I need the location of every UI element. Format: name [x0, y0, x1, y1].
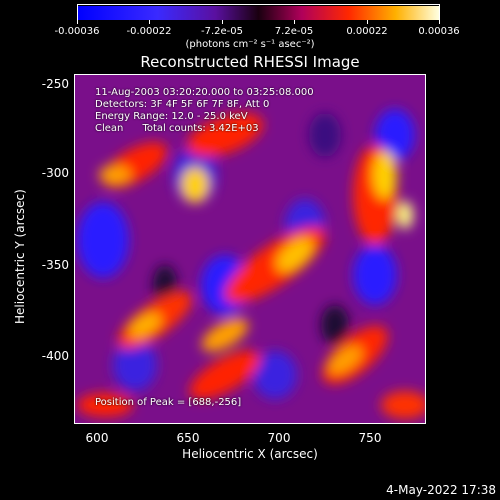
y-tick-label: -400	[41, 349, 69, 363]
colorbar-tick: 7.2e-05	[274, 26, 314, 37]
colorbar	[77, 4, 440, 20]
colorbar-units: (photons cm⁻² s⁻¹ asec⁻²)	[185, 39, 315, 50]
energy-range: Energy Range: 12.0 - 25.0 keV	[95, 111, 248, 122]
colorbar-tick: -7.2e-05	[201, 26, 243, 37]
time-range: 11-Aug-2003 03:20:20.000 to 03:25:08.000	[95, 87, 314, 98]
peak-position: Position of Peak = [688,-256]	[95, 397, 242, 408]
y-tick-label: -250	[41, 77, 69, 91]
colorbar-tick: -0.00036	[54, 26, 100, 37]
plot-title: Reconstructed RHESSI Image	[140, 53, 360, 71]
x-tick-label: 750	[358, 431, 382, 445]
x-tick-label: 700	[267, 431, 291, 445]
x-tick-label: 600	[85, 431, 109, 445]
clean-total-counts: Clean Total counts: 3.42E+03	[95, 123, 259, 134]
date-stamp: 4-May-2022 17:38	[386, 483, 496, 497]
colorbar-tick: 0.00022	[346, 26, 388, 37]
colorbar-tick: -0.00022	[126, 26, 172, 37]
rhessi-image: 11-Aug-2003 03:20:20.000 to 03:25:08.000…	[74, 74, 426, 424]
y-axis-label: Heliocentric Y (arcsec)	[13, 189, 27, 324]
heatmap-image	[75, 75, 425, 423]
y-tick-label: -300	[41, 166, 69, 180]
x-axis-label: Heliocentric X (arcsec)	[182, 447, 318, 461]
colorbar-tick: 0.00036	[418, 26, 460, 37]
x-tick-label: 650	[176, 431, 200, 445]
detectors-info: Detectors: 3F 4F 5F 6F 7F 8F, Att 0	[95, 99, 270, 110]
y-tick-label: -350	[41, 258, 69, 272]
